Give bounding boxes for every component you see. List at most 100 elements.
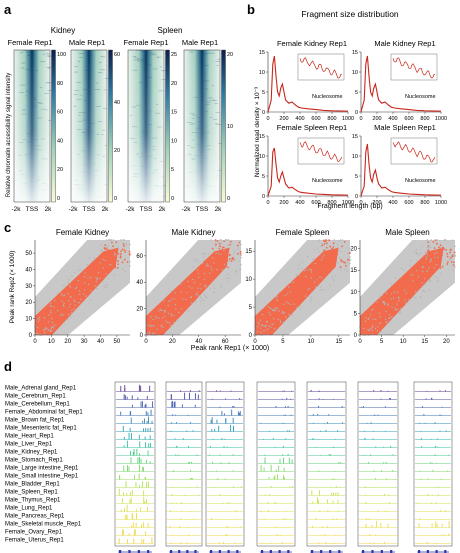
scatter-point-orange — [325, 258, 328, 261]
gene-track-1: Grin1 — [165, 381, 203, 553]
scatter-point-grey — [106, 284, 108, 286]
track-signal-bar — [364, 438, 366, 440]
scatter-point-orange — [453, 251, 456, 254]
scatter-point-orange — [222, 255, 225, 258]
scatter-point-grey — [213, 262, 215, 264]
track-signal-bar — [438, 486, 440, 488]
scatter-point-grey — [414, 251, 416, 253]
track-signal-bar — [264, 494, 266, 496]
scatter-point-grey — [392, 297, 395, 299]
track-signal-bar — [194, 404, 196, 408]
track-signal-bar — [118, 488, 120, 496]
track-signal-bar — [143, 539, 145, 544]
track-signal-bar — [272, 438, 274, 440]
scatter-point-grey — [412, 296, 414, 298]
scatter-point-grey — [452, 269, 454, 271]
track-signal-bar — [123, 436, 125, 440]
panel-c-xlabel: Peak rank Rep1 (× 1000) — [191, 345, 269, 352]
x-tick-label: 0 — [253, 339, 257, 345]
track-signal-bar — [126, 440, 128, 448]
track-signal-bar — [236, 510, 238, 512]
scatter-point-grey — [333, 280, 335, 282]
scatter-point-grey — [53, 306, 55, 308]
scatter-point-grey — [170, 298, 173, 301]
scatter-point-grey — [227, 273, 229, 276]
scatter-point-grey — [73, 272, 76, 274]
colorbar-tick-label: 60 — [57, 110, 63, 116]
scatter-point-grey — [393, 316, 395, 318]
scatter-point-grey — [310, 271, 313, 273]
scatter-point-grey — [257, 330, 259, 333]
scatter-point-orange — [223, 240, 225, 243]
scatter-point-grey — [163, 315, 166, 318]
scatter-point-grey — [367, 318, 370, 320]
scatter-point-grey — [437, 239, 439, 241]
scatter-point-orange — [439, 252, 442, 255]
scatter-point-orange — [446, 261, 449, 263]
scatter-point-grey — [282, 321, 285, 323]
scatter-point-orange — [344, 261, 347, 264]
scatter-point-grey — [257, 321, 259, 324]
scatter-point-grey — [173, 321, 175, 323]
scatter-point-grey — [268, 325, 270, 327]
track-signal-bar — [176, 445, 178, 448]
track-signal-bar — [211, 517, 213, 520]
scatter-point-grey — [71, 312, 73, 314]
scatter-point-orange — [236, 244, 239, 247]
scatter-point-orange — [213, 255, 216, 258]
track-signal-bar — [285, 510, 287, 512]
track-signal-bar — [333, 478, 335, 480]
track-signal-bar — [285, 406, 286, 408]
scatter-point-orange — [227, 266, 229, 269]
track-signal-bar — [386, 478, 388, 480]
scatter-point-grey — [154, 315, 157, 318]
scatter-point-grey — [68, 306, 71, 308]
scatter-point-grey — [48, 314, 50, 316]
track-signal-bar — [291, 390, 293, 392]
track-signal-bar — [191, 477, 193, 480]
scatter-point-grey — [174, 292, 177, 294]
scatter-point-grey — [296, 274, 298, 276]
scatter-point-grey — [389, 317, 391, 319]
scatter-point-orange — [326, 242, 328, 245]
track-signal-bar — [318, 542, 320, 544]
track-signal-bar — [439, 430, 441, 432]
scatter-point-orange — [328, 259, 330, 261]
scatter-plot-2: Female Spleen 0 5 10 15 0 5 10 15 — [245, 228, 351, 345]
scatter-point-grey — [73, 299, 75, 301]
track-signal-bar — [320, 454, 322, 456]
track-signal-bar — [221, 411, 223, 416]
y-tick-label: 15 — [259, 134, 265, 140]
x-tick-label: 0 — [359, 116, 362, 122]
track-signal-bar — [284, 414, 286, 416]
scatter-point-orange — [117, 253, 120, 255]
track-signal-bar — [335, 470, 337, 472]
x-tick-label: 200 — [279, 116, 288, 122]
scatter-point-grey — [207, 264, 209, 267]
scatter-point-grey — [46, 328, 48, 330]
track-signal-bar — [334, 438, 336, 440]
track-signal-bar — [189, 478, 191, 480]
scatter-point-grey — [284, 294, 286, 297]
fragment-plot-0: Female Kidney Rep1 0 200 400 600 800 1000 15 10 5… — [259, 39, 354, 122]
track-signal-bar — [143, 490, 145, 496]
scatter-point-orange — [119, 253, 122, 255]
track-signal-bar — [330, 486, 332, 488]
track-signal-bar — [264, 460, 266, 464]
scatter-point-grey — [398, 297, 400, 300]
y-tick-label: 5 — [262, 174, 265, 180]
x-tick-label: 10 — [400, 339, 407, 345]
x-tick-label: 20 — [169, 339, 176, 345]
track-signal-bar — [384, 510, 386, 512]
scatter-point-grey — [124, 270, 127, 272]
track-signal-bar — [216, 390, 218, 392]
scatter-point-orange — [221, 248, 223, 251]
scatter-point-grey — [199, 283, 201, 285]
track-signal-bar — [174, 401, 176, 408]
track-signal-bar — [239, 410, 241, 416]
scatter-point-grey — [193, 258, 196, 261]
track-signal-bar — [374, 414, 376, 416]
track-signal-bar — [224, 478, 226, 480]
x-tick-label: 600 — [311, 200, 320, 206]
